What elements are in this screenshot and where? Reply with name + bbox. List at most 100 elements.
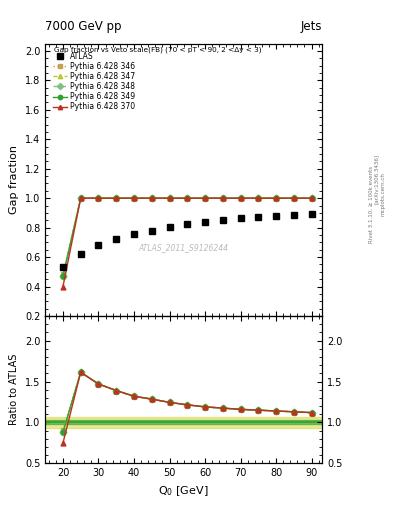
- Pythia 6.428 370: [149, 195, 154, 201]
- Pythia 6.428 370: [96, 195, 101, 201]
- Pythia 6.428 370: [292, 195, 296, 201]
- ATLAS: [114, 237, 119, 243]
- ATLAS: [185, 221, 190, 227]
- Line: ATLAS: ATLAS: [59, 210, 315, 270]
- Pythia 6.428 349: [167, 195, 172, 201]
- Pythia 6.428 370: [309, 195, 314, 201]
- Pythia 6.428 370: [203, 195, 208, 201]
- Pythia 6.428 346: [203, 195, 208, 201]
- Pythia 6.428 349: [132, 195, 136, 201]
- Pythia 6.428 349: [238, 195, 243, 201]
- Pythia 6.428 346: [61, 271, 65, 277]
- Pythia 6.428 347: [167, 195, 172, 201]
- ATLAS: [203, 219, 208, 225]
- Pythia 6.428 348: [167, 195, 172, 201]
- Pythia 6.428 349: [309, 195, 314, 201]
- Pythia 6.428 349: [185, 195, 190, 201]
- Pythia 6.428 348: [96, 195, 101, 201]
- Pythia 6.428 349: [149, 195, 154, 201]
- ATLAS: [274, 212, 278, 219]
- ATLAS: [132, 231, 136, 238]
- Pythia 6.428 348: [149, 195, 154, 201]
- Pythia 6.428 346: [185, 195, 190, 201]
- Line: Pythia 6.428 346: Pythia 6.428 346: [61, 196, 314, 276]
- Pythia 6.428 348: [78, 195, 83, 201]
- Pythia 6.428 346: [167, 195, 172, 201]
- Pythia 6.428 347: [220, 195, 225, 201]
- Pythia 6.428 348: [256, 195, 261, 201]
- ATLAS: [238, 215, 243, 221]
- Legend: ATLAS, Pythia 6.428 346, Pythia 6.428 347, Pythia 6.428 348, Pythia 6.428 349, P: ATLAS, Pythia 6.428 346, Pythia 6.428 34…: [52, 50, 137, 113]
- ATLAS: [78, 251, 83, 257]
- Pythia 6.428 348: [61, 273, 65, 280]
- Pythia 6.428 347: [78, 195, 83, 201]
- Pythia 6.428 348: [238, 195, 243, 201]
- Pythia 6.428 346: [114, 195, 119, 201]
- Pythia 6.428 347: [256, 195, 261, 201]
- Line: Pythia 6.428 370: Pythia 6.428 370: [61, 196, 314, 289]
- Pythia 6.428 348: [274, 195, 278, 201]
- Pythia 6.428 349: [78, 195, 83, 201]
- Pythia 6.428 346: [309, 195, 314, 201]
- Text: Gap fraction vs Veto scale(FB) (70 < pT < 90, 2 <Δy < 3): Gap fraction vs Veto scale(FB) (70 < pT …: [53, 46, 261, 53]
- Text: Rivet 3.1.10, ≥ 100k events: Rivet 3.1.10, ≥ 100k events: [369, 166, 374, 243]
- Pythia 6.428 370: [274, 195, 278, 201]
- Pythia 6.428 370: [167, 195, 172, 201]
- Pythia 6.428 346: [78, 195, 83, 201]
- Pythia 6.428 348: [292, 195, 296, 201]
- Pythia 6.428 346: [292, 195, 296, 201]
- ATLAS: [149, 227, 154, 233]
- Pythia 6.428 349: [61, 273, 65, 280]
- ATLAS: [96, 242, 101, 248]
- ATLAS: [167, 224, 172, 230]
- Pythia 6.428 349: [256, 195, 261, 201]
- Pythia 6.428 346: [274, 195, 278, 201]
- Pythia 6.428 346: [149, 195, 154, 201]
- Pythia 6.428 349: [96, 195, 101, 201]
- Pythia 6.428 346: [132, 195, 136, 201]
- Pythia 6.428 346: [96, 195, 101, 201]
- Pythia 6.428 370: [238, 195, 243, 201]
- ATLAS: [309, 210, 314, 217]
- Pythia 6.428 346: [220, 195, 225, 201]
- Pythia 6.428 347: [96, 195, 101, 201]
- Pythia 6.428 349: [274, 195, 278, 201]
- Y-axis label: Ratio to ATLAS: Ratio to ATLAS: [9, 354, 19, 425]
- Pythia 6.428 370: [61, 284, 65, 290]
- ATLAS: [220, 217, 225, 223]
- Line: Pythia 6.428 348: Pythia 6.428 348: [61, 196, 314, 279]
- Pythia 6.428 347: [185, 195, 190, 201]
- ATLAS: [61, 264, 65, 270]
- Pythia 6.428 348: [220, 195, 225, 201]
- Pythia 6.428 347: [61, 273, 65, 280]
- Pythia 6.428 370: [220, 195, 225, 201]
- ATLAS: [292, 211, 296, 218]
- Text: Jets: Jets: [301, 20, 322, 33]
- Pythia 6.428 348: [309, 195, 314, 201]
- Pythia 6.428 347: [292, 195, 296, 201]
- Pythia 6.428 348: [203, 195, 208, 201]
- Pythia 6.428 347: [238, 195, 243, 201]
- Line: Pythia 6.428 347: Pythia 6.428 347: [61, 196, 314, 279]
- X-axis label: Q$_0$ [GeV]: Q$_0$ [GeV]: [158, 484, 209, 498]
- Pythia 6.428 347: [114, 195, 119, 201]
- Pythia 6.428 370: [114, 195, 119, 201]
- Pythia 6.428 347: [149, 195, 154, 201]
- Pythia 6.428 347: [274, 195, 278, 201]
- Pythia 6.428 370: [78, 195, 83, 201]
- Y-axis label: Gap fraction: Gap fraction: [9, 145, 19, 215]
- Pythia 6.428 348: [114, 195, 119, 201]
- Pythia 6.428 347: [309, 195, 314, 201]
- Pythia 6.428 347: [132, 195, 136, 201]
- Text: [arXiv:1306.3436]: [arXiv:1306.3436]: [374, 154, 379, 204]
- Pythia 6.428 349: [114, 195, 119, 201]
- Pythia 6.428 346: [256, 195, 261, 201]
- Pythia 6.428 349: [292, 195, 296, 201]
- Pythia 6.428 347: [203, 195, 208, 201]
- Pythia 6.428 349: [220, 195, 225, 201]
- ATLAS: [256, 214, 261, 220]
- Text: mcplots.cern.ch: mcplots.cern.ch: [381, 173, 386, 217]
- Text: 7000 GeV pp: 7000 GeV pp: [45, 20, 122, 33]
- Pythia 6.428 370: [185, 195, 190, 201]
- Pythia 6.428 349: [203, 195, 208, 201]
